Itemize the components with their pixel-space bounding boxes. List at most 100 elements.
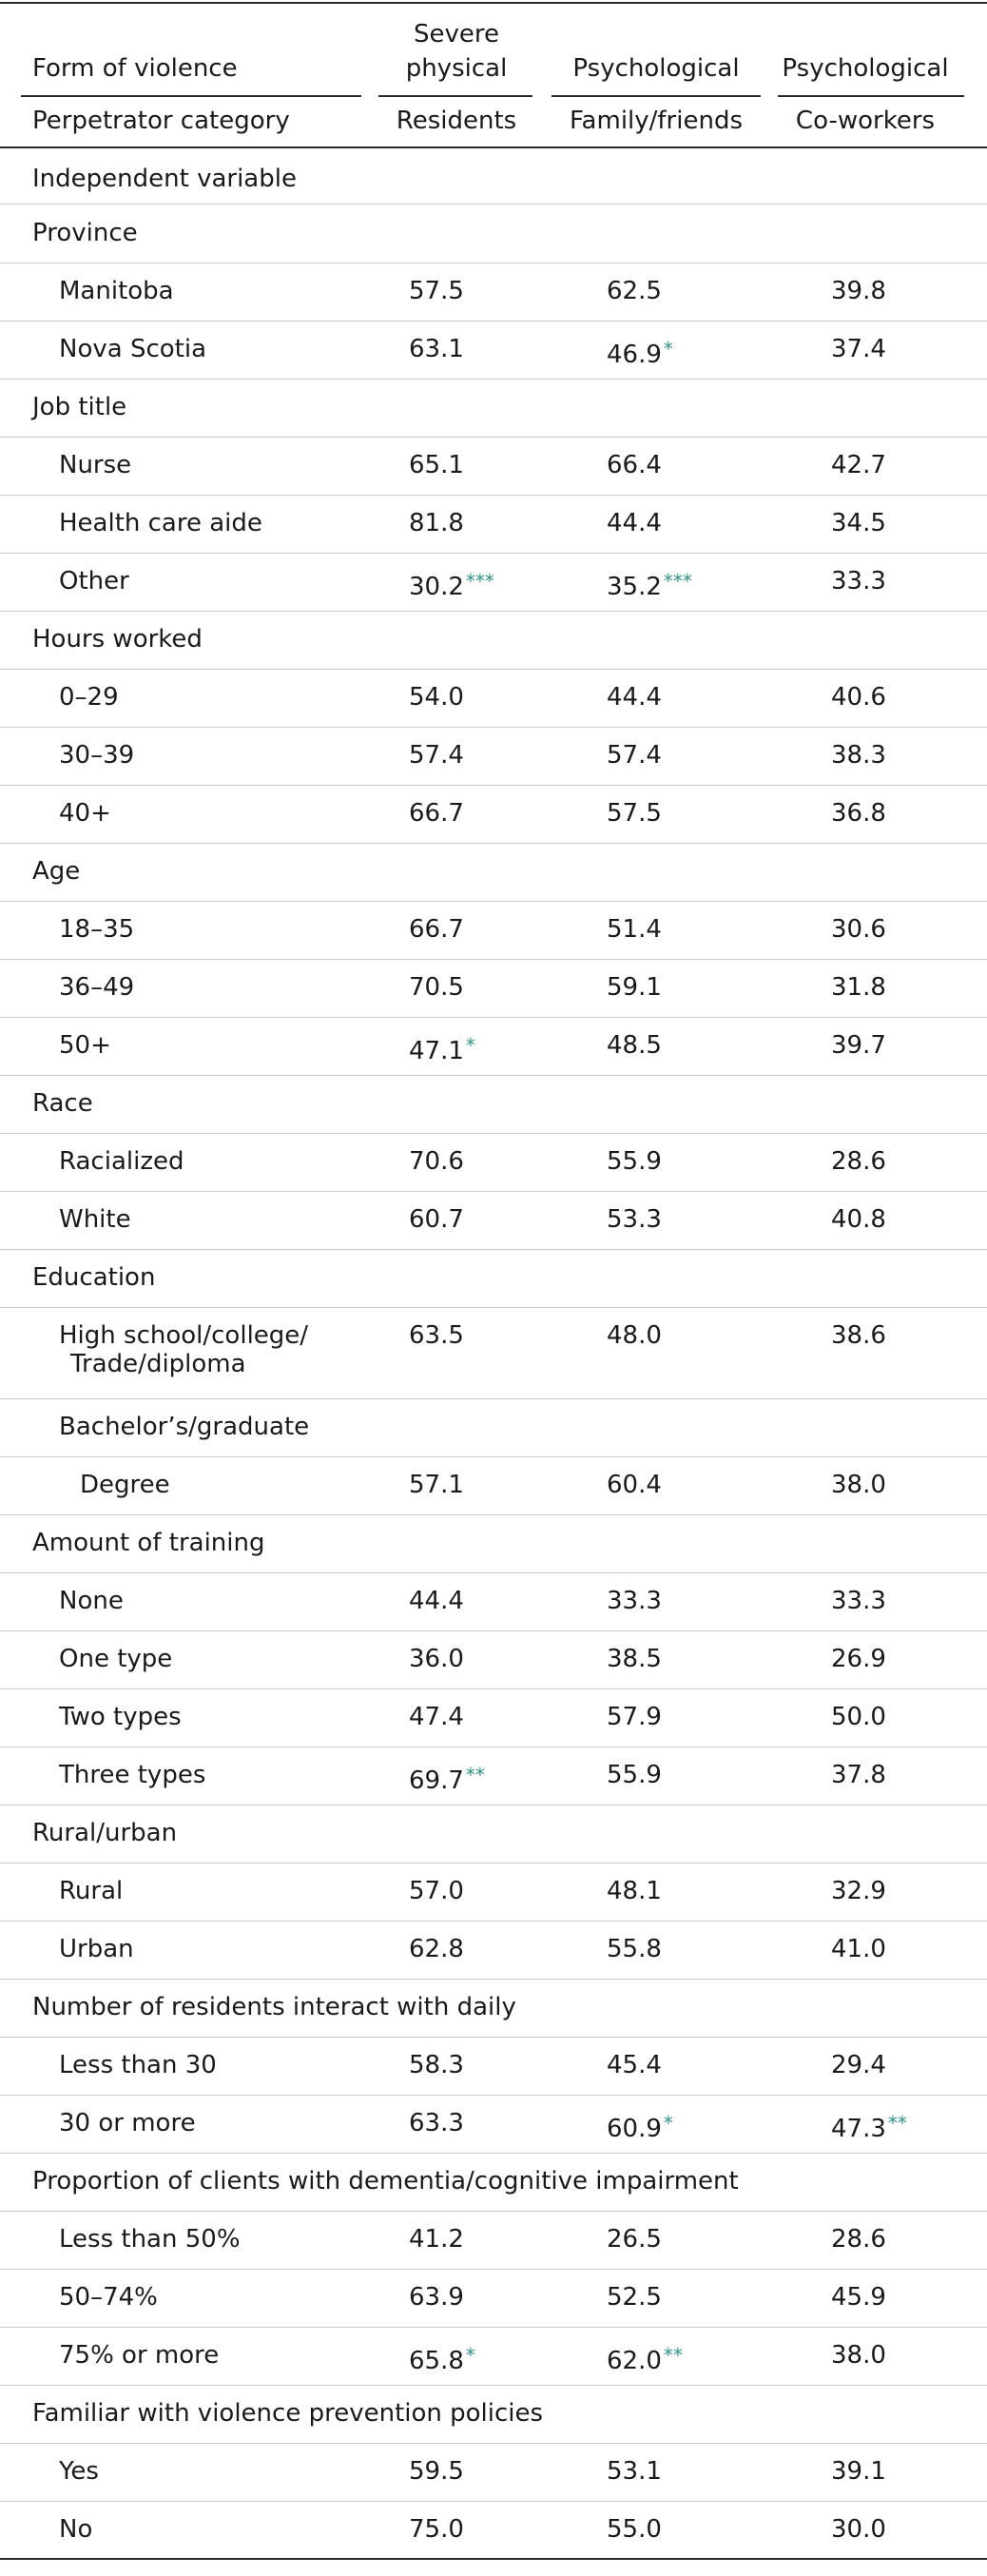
- header-rule-col2: [552, 95, 761, 97]
- value-cell: 30.0: [831, 2515, 886, 2544]
- row-divider: [0, 1398, 987, 1399]
- row-divider: [0, 1307, 987, 1308]
- row-divider: [0, 2327, 987, 2328]
- value-cell: 51.4: [607, 915, 662, 944]
- group-heading: Hours worked: [32, 625, 203, 654]
- row-divider: [0, 379, 987, 380]
- cell-value: 57.1: [409, 1471, 464, 1499]
- cell-value: 37.8: [831, 1761, 886, 1789]
- row-divider: [0, 2211, 987, 2212]
- value-cell: 38.0: [831, 2341, 886, 2370]
- perpetrator-category-label: Perpetrator category: [32, 107, 290, 135]
- value-cell: 47.4: [409, 1703, 464, 1731]
- value-cell: 59.5: [409, 2457, 464, 2486]
- value-cell: 32.9: [831, 1877, 886, 1905]
- value-cell: 63.9: [409, 2283, 464, 2312]
- cell-value: 47.4: [409, 1703, 464, 1731]
- value-cell: 34.5: [831, 509, 886, 537]
- cell-value: 38.0: [831, 2341, 886, 2370]
- cell-value: 66.7: [409, 799, 464, 828]
- row-label: Health care aide: [59, 509, 262, 537]
- value-cell: 55.9: [607, 1147, 662, 1176]
- value-cell: 30.2 ***: [409, 567, 494, 601]
- cell-value: 33.3: [831, 567, 886, 595]
- cell-value: 59.5: [409, 2457, 464, 2486]
- value-cell: 63.5: [409, 1321, 464, 1350]
- cell-value: 62.0: [607, 2347, 662, 2375]
- row-divider: [0, 1921, 987, 1922]
- row-label: Other: [59, 567, 129, 595]
- value-cell: 65.1: [409, 451, 464, 479]
- cell-value: 57.5: [607, 799, 662, 828]
- cell-value: 63.5: [409, 1321, 464, 1350]
- header-rule-col3: [778, 95, 964, 97]
- col1-form-line2: physical: [405, 54, 508, 83]
- col2-form: Psychological: [572, 54, 740, 83]
- cell-value: 57.4: [607, 741, 662, 770]
- value-cell: 39.1: [831, 2457, 886, 2486]
- cell-value: 62.5: [607, 277, 662, 305]
- value-cell: 52.5: [607, 2283, 662, 2312]
- value-cell: 62.0 **: [607, 2341, 683, 2375]
- value-cell: 50.0: [831, 1703, 886, 1731]
- cell-value: 57.9: [607, 1703, 662, 1731]
- cell-value: 45.4: [607, 2051, 662, 2079]
- row-divider: [0, 1514, 987, 1515]
- cell-value: 26.9: [831, 1645, 886, 1673]
- value-cell: 53.1: [607, 2457, 662, 2486]
- row-label: Nurse: [59, 451, 132, 479]
- value-cell: 40.6: [831, 683, 886, 712]
- row-label: Urban: [59, 1935, 134, 1963]
- cell-value: 54.0: [409, 683, 464, 712]
- significance-marker: *: [663, 338, 673, 361]
- group-heading: Familiar with violence prevention polici…: [32, 2399, 544, 2428]
- cell-value: 66.7: [409, 915, 464, 944]
- value-cell: 26.9: [831, 1645, 886, 1673]
- cell-value: 38.6: [831, 1321, 886, 1350]
- value-cell: 44.4: [607, 683, 662, 712]
- value-cell: 33.3: [831, 567, 886, 595]
- cell-value: 57.4: [409, 741, 464, 770]
- cell-value: 70.6: [409, 1147, 464, 1176]
- cell-value: 55.9: [607, 1147, 662, 1176]
- table-bottom-rule: [0, 2558, 987, 2560]
- value-cell: 66.7: [409, 799, 464, 828]
- cell-value: 30.6: [831, 915, 886, 944]
- value-cell: 57.4: [409, 741, 464, 770]
- cell-value: 36.0: [409, 1645, 464, 1673]
- cell-value: 32.9: [831, 1877, 886, 1905]
- row-divider: [0, 2095, 987, 2096]
- row-divider: [0, 611, 987, 612]
- value-cell: 41.0: [831, 1935, 886, 1963]
- value-cell: 41.2: [409, 2225, 464, 2254]
- cell-value: 53.3: [607, 1205, 662, 1234]
- cell-value: 57.5: [409, 277, 464, 305]
- value-cell: 44.4: [409, 1587, 464, 1615]
- cell-value: 59.1: [607, 973, 662, 1002]
- subgroup-label: Bachelor’s/graduate: [59, 1413, 310, 1441]
- row-label: Three types: [59, 1761, 206, 1789]
- cell-value: 57.0: [409, 1877, 464, 1905]
- cell-value: 65.1: [409, 451, 464, 479]
- value-cell: 57.5: [607, 799, 662, 828]
- row-divider: [0, 669, 987, 670]
- group-heading: Race: [32, 1089, 93, 1118]
- value-cell: 70.6: [409, 1147, 464, 1176]
- row-divider: [0, 901, 987, 902]
- independent-variable-label: Independent variable: [32, 165, 297, 193]
- cell-value: 63.9: [409, 2283, 464, 2312]
- significance-marker: **: [887, 2112, 907, 2135]
- cell-value: 39.1: [831, 2457, 886, 2486]
- row-divider: [0, 1688, 987, 1689]
- value-cell: 48.1: [607, 1877, 662, 1905]
- cell-value: 39.7: [831, 1031, 886, 1060]
- cell-value: 30.0: [831, 2515, 886, 2544]
- group-heading: Rural/urban: [32, 1819, 178, 1847]
- value-cell: 58.3: [409, 2051, 464, 2079]
- cell-value: 47.3: [831, 2115, 886, 2143]
- form-of-violence-label: Form of violence: [32, 54, 238, 83]
- row-label: 50–74%: [59, 2283, 158, 2312]
- row-divider: [0, 959, 987, 960]
- value-cell: 57.0: [409, 1877, 464, 1905]
- value-cell: 66.4: [607, 451, 662, 479]
